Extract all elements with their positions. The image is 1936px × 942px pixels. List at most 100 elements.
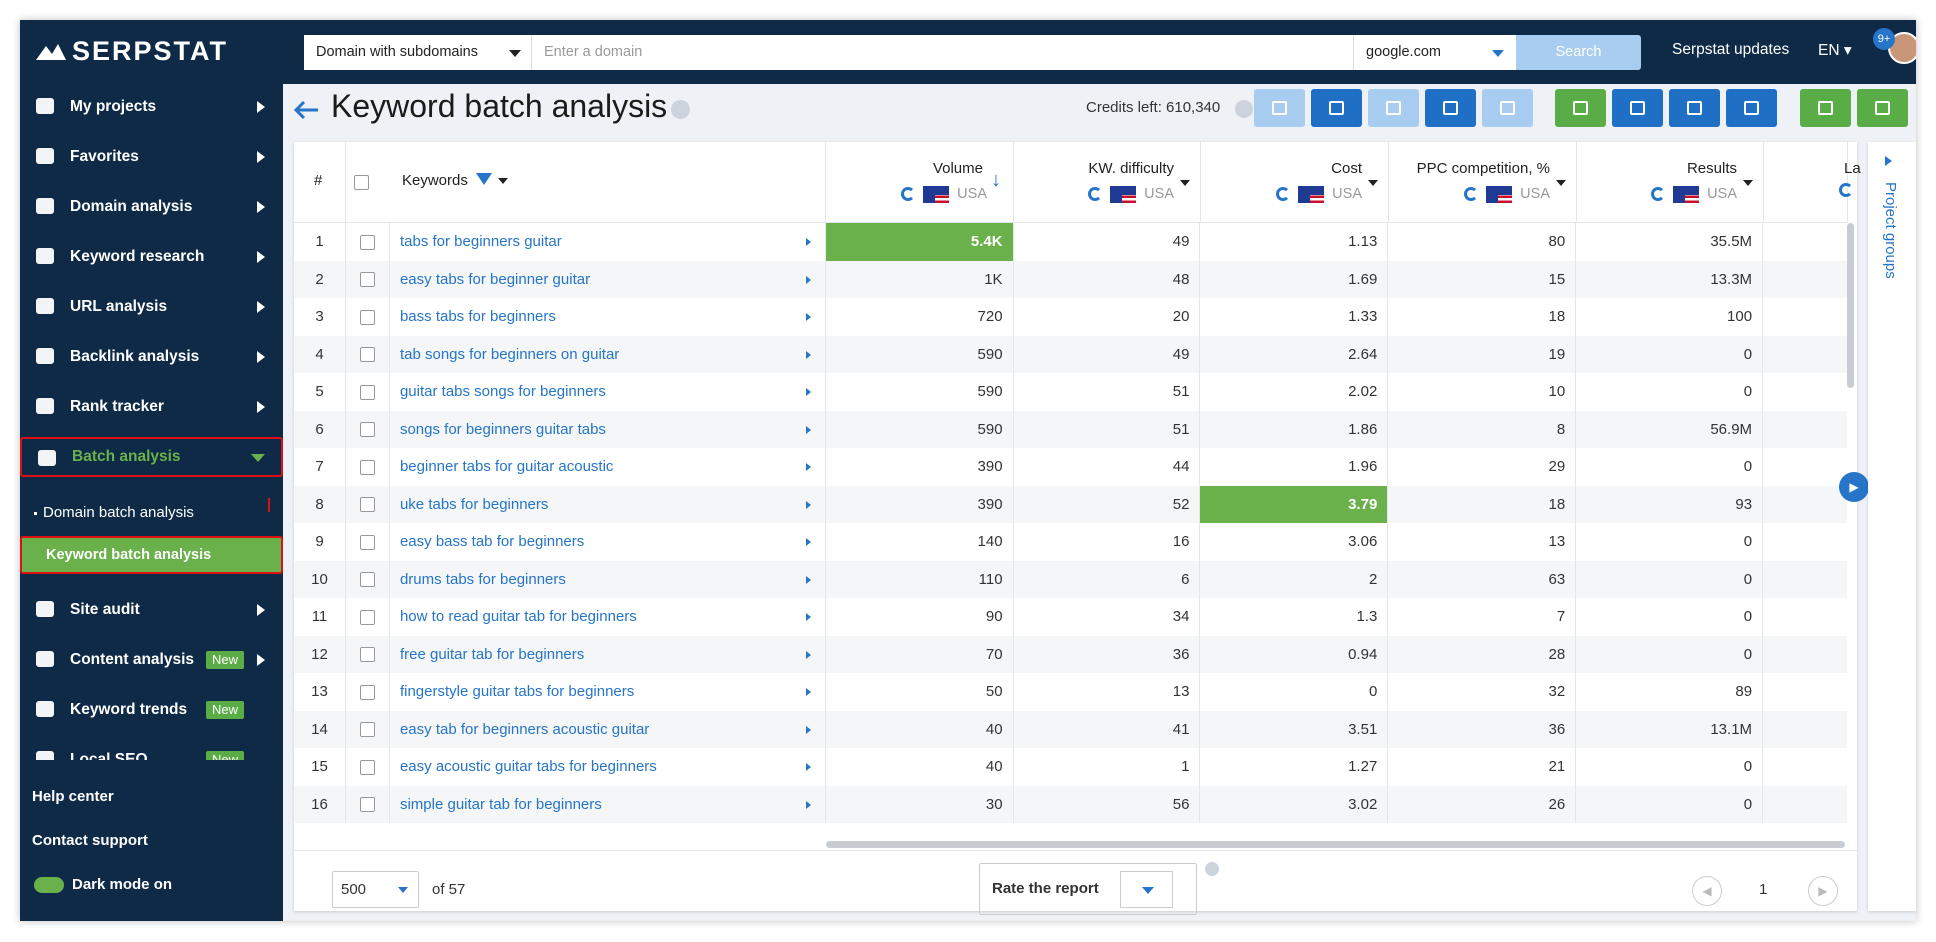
cell: 0: [1200, 673, 1389, 711]
menu-item[interactable]: URL analysis: [20, 287, 283, 327]
v-scrollbar[interactable]: [1847, 223, 1854, 388]
toolbar-button[interactable]: [1311, 89, 1362, 127]
h-scrollbar[interactable]: [826, 841, 1845, 848]
row-checkbox[interactable]: [359, 609, 375, 625]
column-header[interactable]: Cost USA: [1201, 142, 1389, 223]
menu-label: Site audit: [70, 601, 140, 618]
cell[interactable]: simple guitar tab for beginners: [390, 785, 826, 823]
cell[interactable]: fingerstyle guitar tabs for beginners: [390, 673, 826, 711]
cell[interactable]: bass tabs for beginners: [390, 298, 826, 336]
cell[interactable]: easy tabs for beginner guitar: [390, 260, 826, 298]
column-header[interactable]: KW. difficulty USA: [1014, 142, 1201, 223]
toolbar-button[interactable]: [1254, 89, 1305, 127]
language[interactable]: EN ▾: [1818, 42, 1852, 59]
table-row: 7 beginner tabs for guitar acoustic 390 44 1…: [294, 448, 1847, 486]
cell: 12: [294, 635, 346, 673]
cell[interactable]: tabs for beginners guitar: [390, 223, 826, 261]
rate-select[interactable]: [1120, 871, 1173, 908]
column-header[interactable]: Keywords: [390, 142, 826, 223]
cell[interactable]: beginner tabs for guitar acoustic: [390, 448, 826, 486]
menu-item[interactable]: Backlink analysis: [20, 337, 283, 377]
cell[interactable]: easy tab for beginners acoustic guitar: [390, 710, 826, 748]
cell[interactable]: easy bass tab for beginners: [390, 523, 826, 561]
updates-link[interactable]: Serpstat updates: [1672, 41, 1790, 58]
toolbar-button[interactable]: [1368, 89, 1419, 127]
row-checkbox[interactable]: [359, 497, 375, 513]
cell: 5.4K: [825, 223, 1014, 261]
cell: 52: [1014, 485, 1201, 523]
toolbar-button[interactable]: [1482, 89, 1533, 127]
toolbar-button[interactable]: [1669, 89, 1720, 127]
menu-label: Domain analysis: [70, 198, 193, 215]
side-panel[interactable]: Project groups: [1868, 142, 1916, 911]
menu-item[interactable]: Site audit: [20, 590, 283, 630]
total: of 57: [432, 881, 466, 898]
cell[interactable]: how to read guitar tab for beginners: [390, 598, 826, 636]
next-page[interactable]: ▶: [1808, 876, 1838, 906]
toolbar-button[interactable]: [1800, 89, 1851, 127]
sidebar-link[interactable]: Dark mode on: [34, 876, 172, 894]
row-checkbox[interactable]: [359, 234, 375, 250]
prev-page[interactable]: ◀: [1692, 876, 1722, 906]
info-icon[interactable]: [671, 100, 690, 119]
domain-input[interactable]: Enter a domain: [532, 35, 1353, 70]
menu-item[interactable]: Keyword trends New: [20, 690, 283, 730]
menu-item[interactable]: Rank tracker: [20, 387, 283, 427]
cell[interactable]: tab songs for beginners on guitar: [390, 335, 826, 373]
cell[interactable]: guitar tabs songs for beginners: [390, 373, 826, 411]
row-checkbox[interactable]: [359, 684, 375, 700]
menu-item[interactable]: Favorites: [20, 137, 283, 177]
toolbar-button[interactable]: [1726, 89, 1777, 127]
row-checkbox[interactable]: [359, 572, 375, 588]
menu-item[interactable]: Keyword research: [20, 237, 283, 277]
back-arrow[interactable]: [292, 98, 320, 122]
sidebar-link[interactable]: Contact support: [32, 832, 148, 849]
row-checkbox[interactable]: [359, 759, 375, 775]
column-header[interactable]: La: [1764, 142, 1861, 223]
toolbar-button[interactable]: [1425, 89, 1476, 127]
cell[interactable]: uke tabs for beginners: [390, 485, 826, 523]
menu-item[interactable]: Batch analysis: [20, 437, 283, 477]
row-checkbox[interactable]: [359, 534, 375, 550]
cell: 6: [294, 410, 346, 448]
submenu-item[interactable]: Domain batch analysis: [34, 504, 194, 521]
row-checkbox[interactable]: [359, 459, 375, 475]
credits-info[interactable]: [1235, 100, 1253, 118]
row-checkbox[interactable]: [359, 272, 375, 288]
row-checkbox[interactable]: [359, 309, 375, 325]
toolbar-button[interactable]: [1857, 89, 1908, 127]
row-checkbox[interactable]: [359, 347, 375, 363]
select-all[interactable]: [354, 175, 369, 190]
cell[interactable]: easy acoustic guitar tabs for beginners: [390, 748, 826, 786]
rate-info[interactable]: [1205, 862, 1219, 876]
engine-select[interactable]: google.com: [1353, 35, 1516, 70]
menu-item[interactable]: Content analysis New: [20, 640, 283, 680]
menu-item[interactable]: My projects: [20, 87, 283, 127]
row-checkbox[interactable]: [359, 797, 375, 813]
toolbar-button[interactable]: [1555, 89, 1606, 127]
toolbar-button[interactable]: [1612, 89, 1663, 127]
sidebar-link[interactable]: Help center: [32, 788, 114, 805]
page-size[interactable]: 500: [332, 871, 419, 908]
expand-button[interactable]: ▶: [1839, 472, 1869, 502]
toggle[interactable]: [34, 877, 64, 894]
cell[interactable]: songs for beginners guitar tabs: [390, 410, 826, 448]
row-checkbox[interactable]: [359, 722, 375, 738]
current-page[interactable]: 1: [1759, 881, 1768, 898]
row-checkbox[interactable]: [359, 647, 375, 663]
row-checkbox[interactable]: [359, 422, 375, 438]
column-header[interactable]: Volume USA ↓: [826, 142, 1014, 223]
search-type[interactable]: Domain with subdomains: [304, 35, 532, 70]
notifications[interactable]: 9+: [1873, 28, 1895, 50]
cell[interactable]: free guitar tab for beginners: [390, 635, 826, 673]
row-checkbox[interactable]: [359, 384, 375, 400]
engine-icon: [1464, 187, 1479, 201]
submenu-item[interactable]: Keyword batch analysis: [20, 536, 283, 574]
menu-item[interactable]: Domain analysis: [20, 187, 283, 227]
cell[interactable]: drums tabs for beginners: [390, 560, 826, 598]
search-button[interactable]: Search: [1516, 35, 1641, 70]
column-header[interactable]: PPC competition, % USA: [1389, 142, 1577, 223]
column-header[interactable]: Results USA: [1577, 142, 1764, 223]
menu-label: My projects: [70, 98, 157, 115]
cell: 70: [826, 635, 1014, 673]
